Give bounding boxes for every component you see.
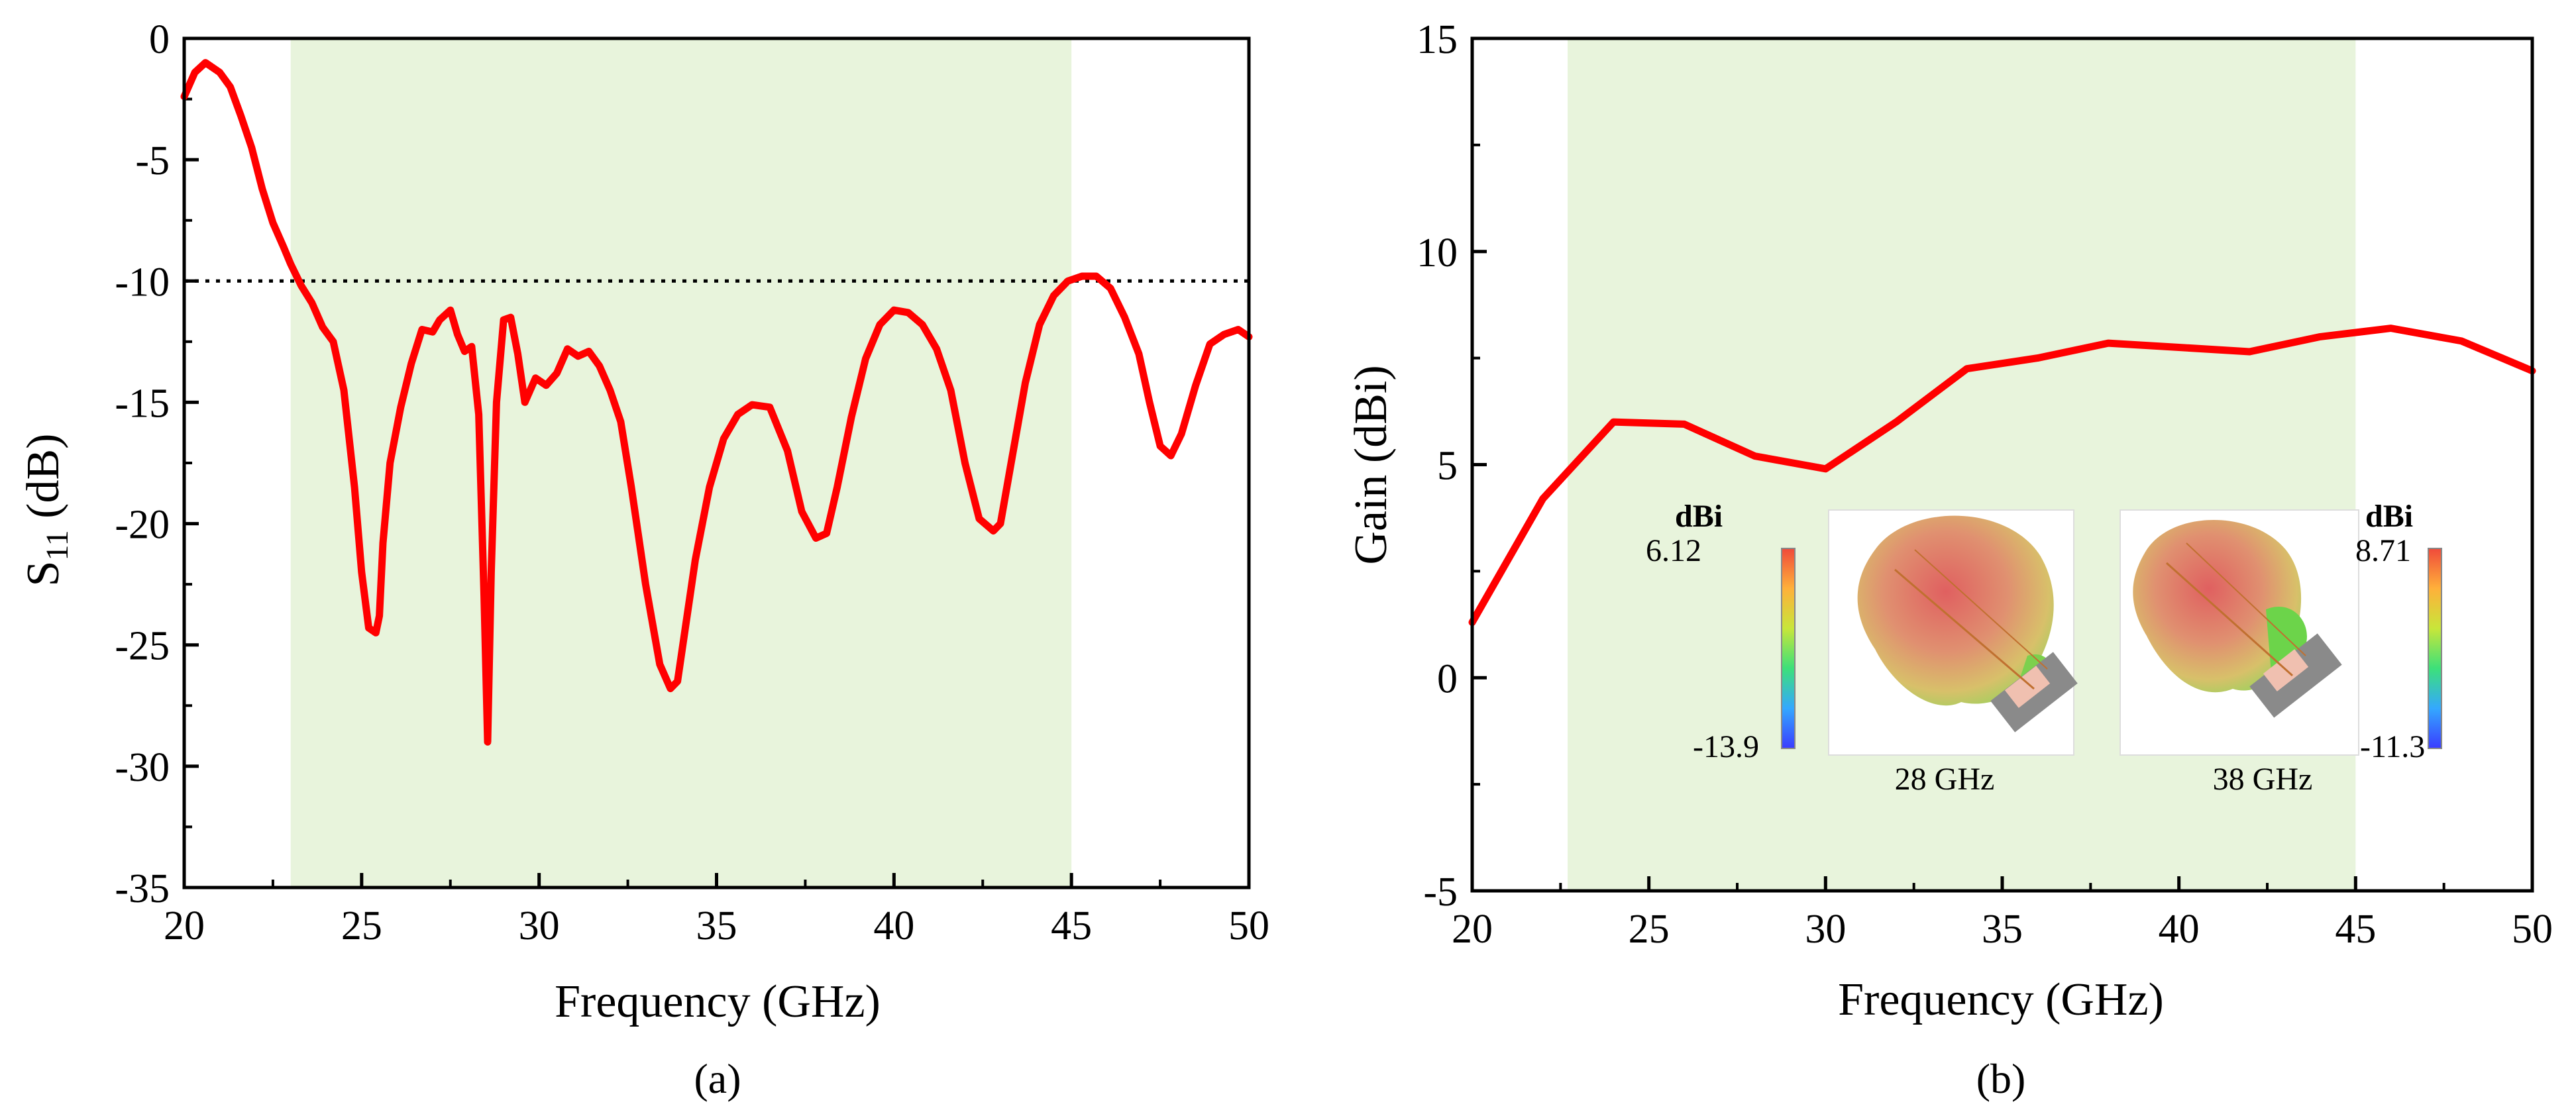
gain-series-line xyxy=(1468,325,2536,627)
y-tick-label: -10 xyxy=(115,260,170,305)
x-tick-label: 50 xyxy=(1228,903,1269,948)
inset-38ghz-max-label: 8.71 xyxy=(2355,533,2411,568)
y-tick-label: -5 xyxy=(1423,870,1458,915)
inset-38ghz-unit-label: dBi xyxy=(2365,499,2413,534)
y-tick-label: -35 xyxy=(115,866,170,911)
x-tick-label: 30 xyxy=(1805,907,1846,952)
gain-x-axis-title: Frequency (GHz) xyxy=(1838,974,2164,1025)
inset-28ghz-unit-label: dBi xyxy=(1675,499,1723,534)
s11-passband-shading xyxy=(290,38,1072,888)
x-tick-label: 40 xyxy=(873,903,914,948)
inset-28ghz-colorbar xyxy=(1781,548,1796,749)
y-tick-label: -5 xyxy=(135,138,170,183)
panel-a-label: (a) xyxy=(694,1055,741,1102)
s11-x-axis-title: Frequency (GHz) xyxy=(555,976,881,1027)
y-tick-label: 15 xyxy=(1417,17,1458,62)
y-tick-label: -25 xyxy=(115,624,170,669)
s11-x-axis: 20 25 30 35 40 45 50 xyxy=(164,873,1269,948)
inset-28ghz-min-label: -13.9 xyxy=(1693,729,1759,764)
x-tick-label: 35 xyxy=(696,903,737,948)
x-tick-label: 20 xyxy=(164,903,205,948)
y-tick-label: -15 xyxy=(115,381,170,426)
inset-38ghz-colorbar xyxy=(2428,548,2442,749)
inset-38ghz-pattern-image xyxy=(2133,520,2342,718)
x-tick-label: 45 xyxy=(1051,903,1092,948)
gain-x-axis: 20 25 30 35 40 45 50 xyxy=(1452,876,2553,952)
x-tick-label: 20 xyxy=(1452,907,1493,952)
inset-38ghz-caption: 38 GHz xyxy=(2213,762,2313,797)
y-tick-label: -20 xyxy=(115,503,170,548)
x-tick-label: 45 xyxy=(2335,907,2376,952)
s11-y-axis: 0 -5 -10 -15 -20 -25 -30 -35 xyxy=(115,17,199,911)
s11-chart: 20 25 30 35 40 45 50 0 -5 -10 -15 -20 -25 -30 -35 Fre… xyxy=(18,17,1269,1102)
s11-series-line xyxy=(180,59,1253,746)
panel-b-label: (b) xyxy=(1976,1055,2026,1102)
inset-38ghz-min-label: -11.3 xyxy=(2360,729,2425,764)
x-tick-label: 25 xyxy=(341,903,382,948)
x-tick-label: 35 xyxy=(1982,907,2023,952)
gain-y-axis-title: Gain (dBi) xyxy=(1346,365,1397,564)
y-tick-label: 5 xyxy=(1437,444,1458,489)
y-tick-label: 10 xyxy=(1417,230,1458,276)
radiation-pattern-inset-38ghz: dBi 8.71 -11.3 38 GHz xyxy=(2120,499,2442,797)
x-tick-label: 30 xyxy=(519,903,560,948)
radiation-pattern-inset-28ghz: dBi 6.12 -13.9 28 GHz xyxy=(1646,499,2078,797)
inset-28ghz-max-label: 6.12 xyxy=(1646,533,1701,568)
inset-28ghz-pattern-image xyxy=(1857,515,2078,733)
x-tick-label: 40 xyxy=(2159,907,2200,952)
gain-y-axis: 15 10 5 0 -5 xyxy=(1417,17,1487,915)
y-tick-label: -30 xyxy=(115,745,170,790)
y-tick-label: 0 xyxy=(1437,656,1458,701)
y-tick-label: 0 xyxy=(149,17,170,62)
s11-y-axis-title: S11 (dB) xyxy=(18,434,75,587)
x-tick-label: 25 xyxy=(1629,907,1670,952)
inset-28ghz-caption: 28 GHz xyxy=(1895,762,1995,797)
x-tick-label: 50 xyxy=(2512,907,2553,952)
